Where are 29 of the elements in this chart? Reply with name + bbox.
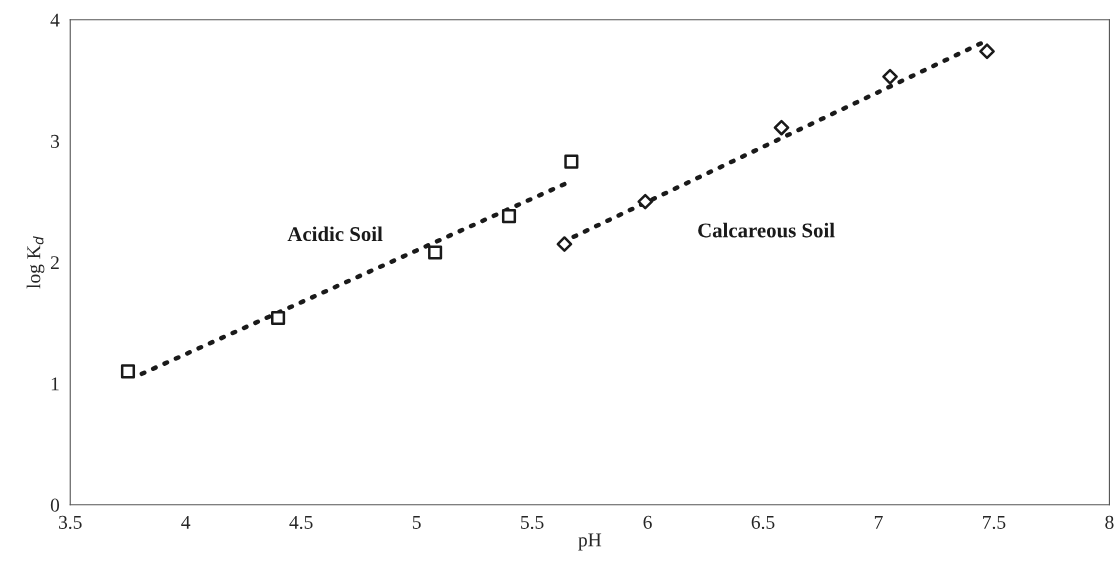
point <box>882 68 898 85</box>
x-tick-label: 8 <box>1105 515 1114 529</box>
y-axis-title: log K$_{d}$ <box>26 236 45 289</box>
point <box>773 119 790 136</box>
point <box>271 310 286 326</box>
y-tick-label: 1 <box>51 377 59 391</box>
x-tick-label: 5.5 <box>521 515 544 529</box>
point <box>428 245 443 260</box>
x-tick-label: 4 <box>181 515 191 529</box>
x-axis-title: pH <box>578 533 602 551</box>
y-tick-label: 0 <box>50 498 60 512</box>
y-tick-label: 3 <box>51 134 60 148</box>
point <box>637 193 654 210</box>
text: Acidic Soil <box>287 226 383 242</box>
point <box>564 154 579 169</box>
x-tick-label: 6.5 <box>751 515 775 529</box>
x-tick-label: 7.5 <box>983 515 1006 529</box>
x-tick-label: 6 <box>643 515 652 529</box>
point <box>501 209 517 224</box>
text: Calcareous Soil <box>698 222 835 238</box>
point <box>979 43 995 60</box>
x-tick-label: 7 <box>874 515 883 529</box>
y-tick-label: 2 <box>50 256 59 270</box>
x-tick-label: 5 <box>412 515 421 529</box>
x-tick-label: 4.5 <box>289 515 313 529</box>
x-tick-label: 3.5 <box>59 515 82 529</box>
y-tick-label: 4 <box>50 13 60 27</box>
point <box>556 236 573 252</box>
point <box>120 364 136 379</box>
